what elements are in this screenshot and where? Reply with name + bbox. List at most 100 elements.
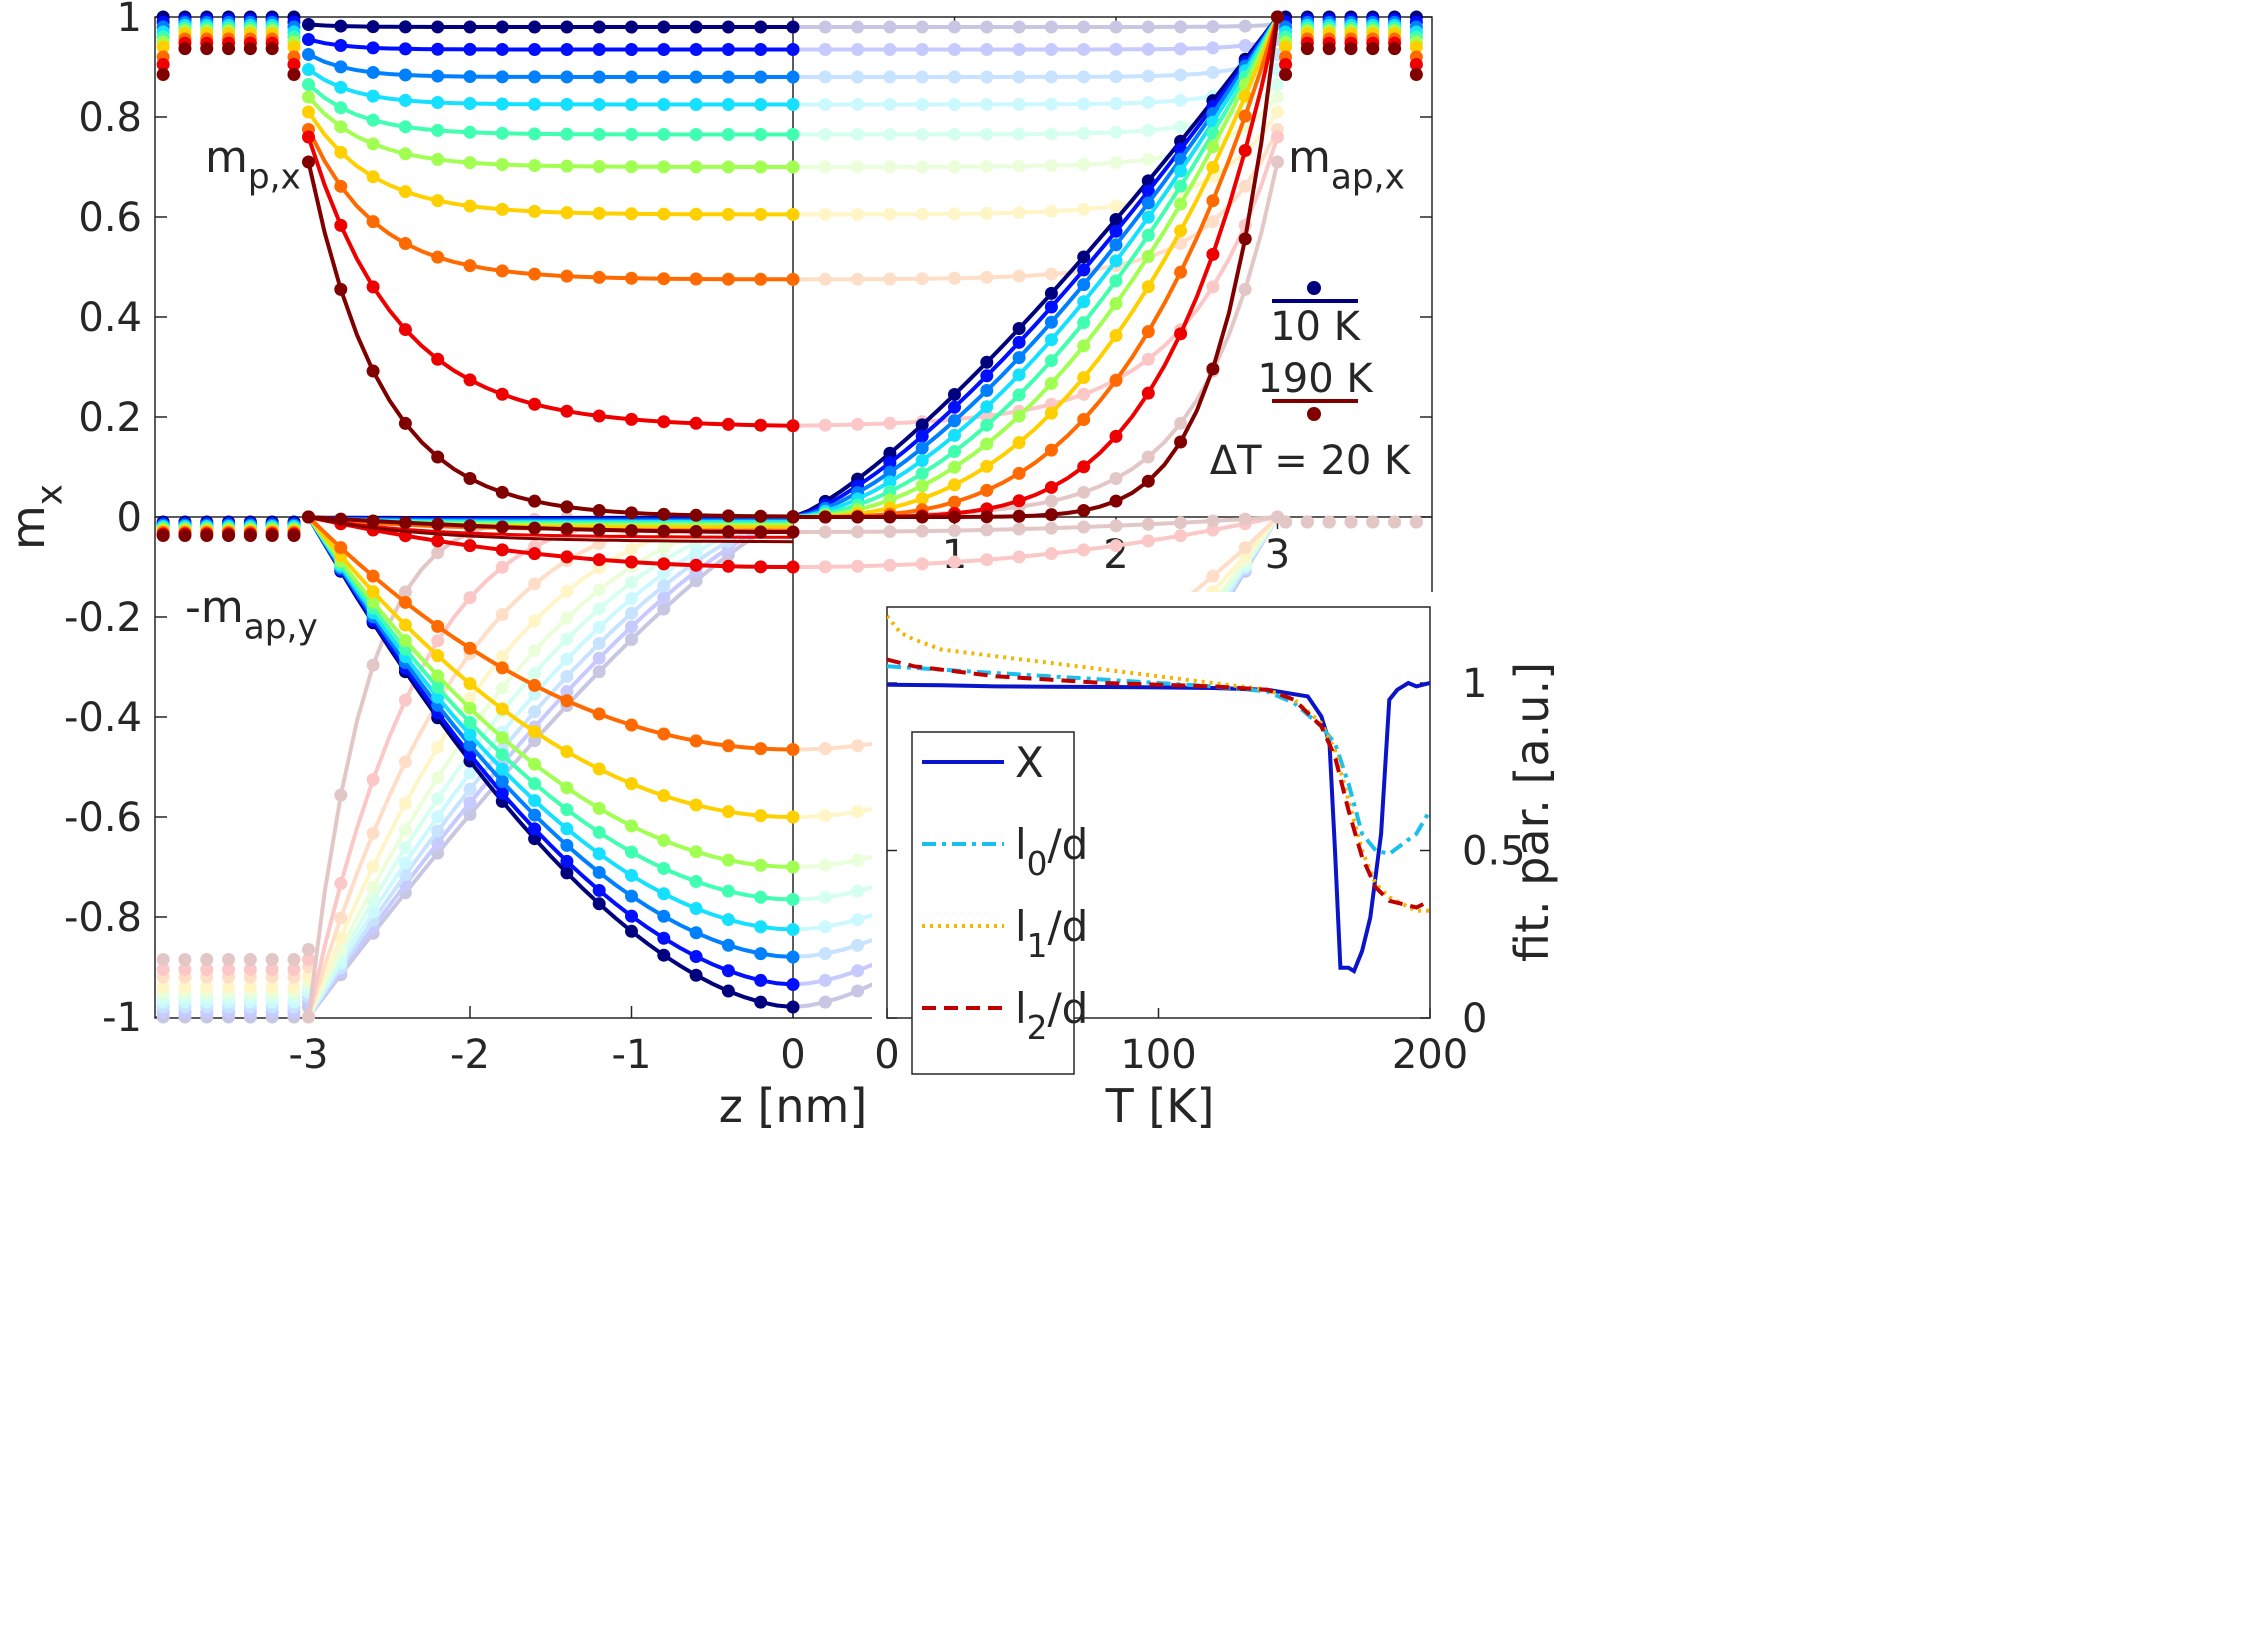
mapx-point [1238, 89, 1252, 103]
y-tick-label: -0.4 [64, 695, 142, 741]
mapx-point [1109, 429, 1123, 443]
y-axis-label-base: m [1, 505, 55, 550]
mpx-point [398, 147, 412, 161]
mapx-point [948, 444, 961, 458]
mapy-point [592, 707, 606, 721]
faded-point [431, 771, 445, 785]
mpx-point [625, 207, 638, 221]
label-m-ap-y-sub: ap,y [244, 608, 318, 648]
mpx-point [495, 126, 509, 140]
outer-point-faded [222, 980, 236, 994]
mapx-curve-50K [792, 15, 1280, 519]
mapx-point [1141, 210, 1155, 224]
faded-point [528, 705, 542, 719]
mpx-point [560, 70, 574, 84]
outer-point-right [1279, 68, 1293, 81]
outer-point-zero-faded [1409, 515, 1423, 529]
mapx-point [1077, 250, 1091, 264]
faded-point [915, 207, 929, 221]
mpx-point [560, 42, 574, 56]
faded-point [1238, 19, 1252, 33]
mpx-point [334, 120, 348, 134]
inset-legend-label-l0-d: l0/d [1015, 820, 1088, 883]
mpx-point [721, 417, 735, 431]
mpx-point [721, 97, 735, 111]
faded-point [431, 740, 445, 754]
mpx-point [689, 207, 703, 221]
faded-point [851, 160, 865, 174]
faded-point [560, 632, 574, 646]
x-tick-label: -2 [450, 1032, 490, 1078]
solid-curves [156, 10, 1423, 1014]
mpx-curve-130K [306, 110, 793, 217]
mapx-point [1109, 297, 1123, 311]
outer-point-zero-faded [1388, 515, 1402, 529]
mapx-point [1206, 140, 1220, 154]
mapx-point [1206, 362, 1220, 376]
mapy-point [528, 678, 542, 692]
faded-point [818, 890, 832, 904]
mpx-point [366, 137, 380, 151]
faded-point [1109, 70, 1123, 84]
legend-10K-label: 10 K [1270, 304, 1362, 350]
mapy-point [431, 517, 445, 531]
mapy-point [528, 725, 542, 739]
mapx-point [1012, 436, 1026, 450]
mpx-point [560, 269, 574, 283]
outer-point-zero [287, 529, 301, 542]
y-axis-label: mx [1, 484, 70, 550]
mapx-point [1141, 325, 1155, 339]
faded-point [851, 984, 865, 998]
faded-point [398, 796, 412, 810]
faded-left-curve [306, 515, 794, 1019]
mpx-point [431, 194, 445, 208]
mpx-point [398, 20, 412, 34]
mapx-point [1141, 280, 1155, 294]
faded-point [1174, 416, 1188, 430]
faded-point [1109, 472, 1123, 486]
faded-point [1044, 159, 1058, 173]
faded-point [431, 824, 445, 838]
mpx-point [754, 42, 768, 56]
mapx-point [1109, 329, 1123, 343]
faded-point [398, 868, 412, 882]
faded-point [1238, 282, 1252, 296]
outer-point-right [1409, 58, 1423, 71]
mpx-point [754, 20, 768, 34]
mapy-point [560, 803, 574, 817]
outer-point-zero-faded [1344, 515, 1358, 529]
faded-point [495, 649, 509, 663]
mpx-point [657, 42, 671, 56]
mapy-point [528, 808, 542, 822]
mapy-point [721, 964, 735, 978]
faded-point [560, 584, 574, 598]
mapx-point [883, 446, 897, 460]
mpx-point [689, 70, 703, 84]
mapx-point [818, 510, 832, 524]
mpx-point [463, 42, 477, 56]
mpx-curve-170K [306, 136, 794, 428]
mapy-point [495, 702, 509, 716]
inset-legend-label-X: X [1015, 738, 1044, 787]
mapx-curve-30K [792, 15, 1280, 519]
outer-point-faded [243, 980, 257, 994]
faded-point [883, 160, 897, 174]
faded-point [980, 206, 994, 220]
mapx-point [1077, 371, 1091, 385]
mapy-curve-50K [306, 515, 794, 959]
mapx-point [980, 510, 994, 524]
mapy-point [625, 777, 638, 791]
x-tick-label: -3 [289, 1032, 329, 1078]
faded-point [1141, 42, 1155, 56]
label-m-p-x-sub: p,x [248, 158, 301, 198]
mapy-point [689, 525, 703, 539]
mapy-point [463, 701, 477, 715]
mapy-point [625, 555, 638, 569]
mapx-curve-110K [792, 16, 1280, 519]
legend-10K-marker [1307, 281, 1321, 295]
faded-point [625, 592, 638, 606]
faded-point [1077, 485, 1091, 499]
mpx-curve-50K [307, 52, 793, 79]
mapy-point [334, 541, 348, 555]
